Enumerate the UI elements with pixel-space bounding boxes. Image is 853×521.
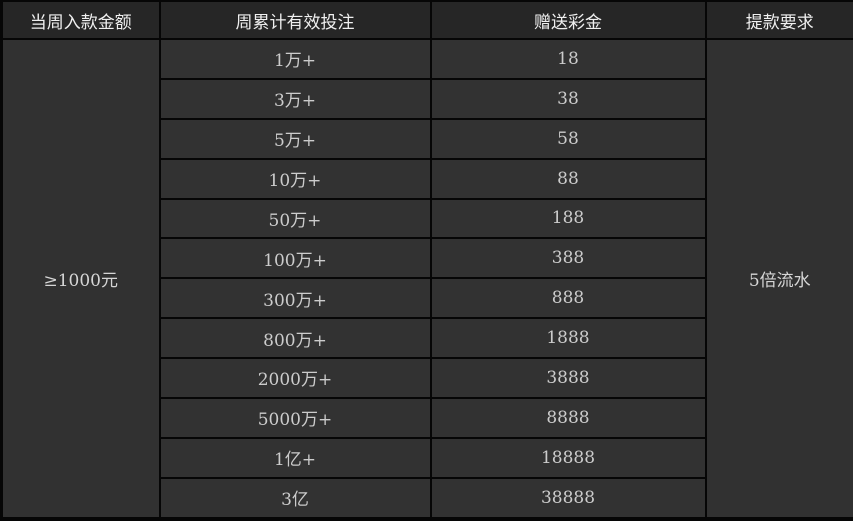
bonus-cell: 1888 bbox=[429, 317, 707, 359]
bonus-cell: 388 bbox=[429, 237, 707, 280]
deposit-amount-cell: ≥1000元 bbox=[0, 38, 161, 520]
header-row: 当周入款金额 周累计有效投注 赠送彩金 提款要求 bbox=[0, 0, 853, 40]
table-row: 3万+ 38 bbox=[2, 77, 853, 120]
header-cell-effective-bets: 周累计有效投注 bbox=[158, 0, 432, 40]
bonus-cell: 38 bbox=[429, 77, 707, 120]
table-header: 当周入款金额 周累计有效投注 赠送彩金 提款要求 bbox=[0, 0, 853, 40]
header-cell-withdrawal-requirement: 提款要求 bbox=[704, 0, 853, 40]
header-cell-deposit-amount: 当周入款金额 bbox=[0, 0, 161, 40]
bonus-cell: 188 bbox=[429, 197, 707, 240]
bet-tier-cell: 5万+ bbox=[158, 117, 432, 160]
table-row: 5000万+ 8888 bbox=[2, 396, 853, 439]
table-row: 1亿+ 18888 bbox=[2, 436, 853, 479]
bonus-cell: 18888 bbox=[429, 436, 707, 479]
table-row: 10万+ 88 bbox=[2, 157, 853, 200]
bet-tier-cell: 3亿 bbox=[158, 476, 432, 521]
bonus-cell: 38888 bbox=[429, 476, 707, 521]
table-row: 800万+ 1888 bbox=[2, 317, 853, 359]
table-row: ≥1000元 1万+ 18 5倍流水 bbox=[0, 38, 853, 520]
table-row: 2000万+ 3888 bbox=[2, 357, 853, 399]
table-body: ≥1000元 1万+ 18 5倍流水 3万+ 38 5万+ 58 10万+ 88 50万+ 188 10… bbox=[0, 38, 853, 521]
bonus-cell: 18 bbox=[429, 38, 707, 80]
header-cell-bonus: 赠送彩金 bbox=[429, 0, 707, 40]
bet-tier-cell: 800万+ bbox=[158, 317, 432, 359]
bet-tier-cell: 10万+ bbox=[158, 157, 432, 200]
table-row: 3亿 38888 bbox=[2, 476, 853, 521]
table-row: 300万+ 888 bbox=[2, 277, 853, 320]
table-row: 5万+ 58 bbox=[2, 117, 853, 160]
bonus-cell: 8888 bbox=[429, 396, 707, 439]
bonus-cell: 58 bbox=[429, 117, 707, 160]
bet-tier-cell: 5000万+ bbox=[158, 396, 432, 439]
bet-tier-cell: 100万+ bbox=[158, 237, 432, 280]
bet-tier-cell: 3万+ bbox=[158, 77, 432, 120]
bet-tier-cell: 50万+ bbox=[158, 197, 432, 240]
bet-tier-cell: 300万+ bbox=[158, 277, 432, 320]
withdrawal-requirement-cell: 5倍流水 bbox=[704, 38, 853, 520]
bet-tier-cell: 2000万+ bbox=[158, 357, 432, 399]
bonus-cell: 888 bbox=[429, 277, 707, 320]
bet-tier-cell: 1万+ bbox=[158, 38, 432, 80]
table-row: 100万+ 388 bbox=[2, 237, 853, 280]
bonus-cell: 88 bbox=[429, 157, 707, 200]
table-row: 50万+ 188 bbox=[2, 197, 853, 240]
bet-tier-cell: 1亿+ bbox=[158, 436, 432, 479]
bonus-cell: 3888 bbox=[429, 357, 707, 399]
